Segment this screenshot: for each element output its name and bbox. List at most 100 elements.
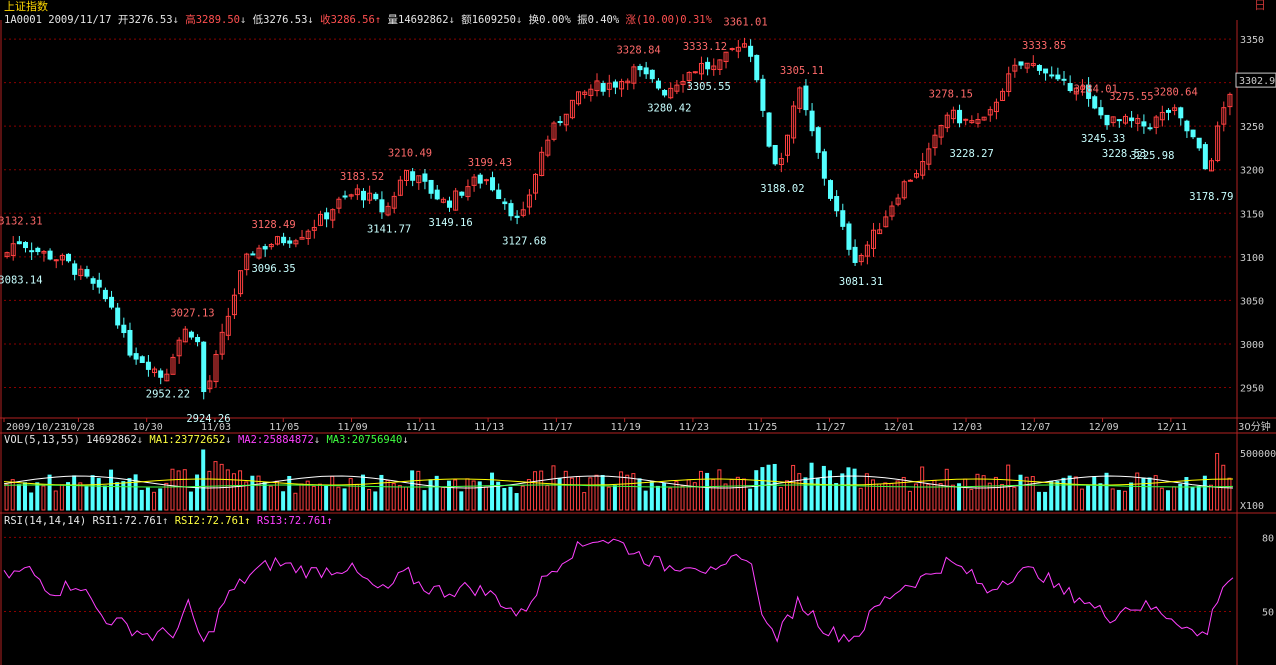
price-annotation: 3275.55 — [1109, 91, 1153, 103]
close-value: 3286.56 — [330, 14, 375, 26]
x-tick-label: 2009/10/23 — [6, 422, 66, 433]
volume-bar — [877, 483, 882, 511]
ma1-label: MA1: — [149, 434, 175, 446]
candle-body — [981, 116, 987, 121]
candle-body — [1104, 114, 1110, 126]
candle-body — [963, 118, 969, 121]
volume-bar — [766, 464, 771, 511]
candle-body — [16, 241, 22, 245]
high-label: 高 — [185, 14, 196, 26]
price-annotation: 3081.31 — [839, 276, 883, 288]
price-tick-label: 3100 — [1240, 253, 1264, 264]
volume-bar — [858, 487, 863, 511]
volume-bar — [403, 486, 408, 511]
candle-body — [1227, 93, 1233, 108]
volume-bar — [533, 471, 538, 511]
volume-bar — [655, 485, 660, 511]
candle-body — [526, 194, 532, 208]
volume-bar — [336, 486, 341, 511]
candle-body — [735, 46, 741, 52]
volume-bar — [317, 483, 322, 511]
ma2-label: MA2: — [237, 434, 264, 446]
volume-bar — [821, 465, 826, 511]
volume-bar — [139, 489, 144, 511]
candle-body — [299, 236, 305, 240]
volume-bar — [397, 485, 402, 511]
volume-bar — [1135, 472, 1140, 511]
candle-body — [889, 205, 895, 217]
price-tick-label: 3350 — [1240, 35, 1264, 46]
price-annotation: 3199.43 — [468, 157, 512, 169]
volume-bar — [324, 485, 329, 511]
candle-body — [330, 209, 336, 221]
volume-bar — [668, 487, 673, 511]
candle-body — [477, 174, 483, 184]
price-annotation: 3305.55 — [687, 81, 731, 93]
volume-bar — [1104, 472, 1109, 511]
price-annotation: 3096.35 — [251, 263, 295, 275]
volume-bar — [612, 485, 617, 511]
candle-body — [1061, 78, 1067, 81]
volume-bar — [508, 486, 513, 511]
candle-body — [471, 176, 477, 186]
candle-body — [502, 201, 508, 205]
candle-body — [403, 169, 409, 181]
volume-bar — [1153, 475, 1158, 511]
x-tick-label: 10/28 — [64, 422, 94, 433]
candle-body — [582, 91, 588, 95]
volume-bar — [1122, 490, 1127, 511]
candle-body — [158, 370, 164, 378]
candle-body — [434, 189, 440, 200]
candle-body — [1116, 119, 1122, 122]
volume-bar — [1055, 481, 1060, 511]
volume-bar — [1215, 452, 1220, 511]
volume-bar — [23, 482, 28, 511]
volume-bar — [96, 478, 101, 511]
volume-bar — [871, 479, 876, 511]
window-icon[interactable]: 日 — [1253, 0, 1266, 12]
candle-body — [109, 296, 115, 308]
candle-body — [268, 244, 274, 248]
volume-bar — [649, 480, 654, 511]
volume-ma2-line — [3, 478, 1234, 486]
volume-bar — [1190, 487, 1195, 511]
price-annotation: 3280.64 — [1154, 86, 1198, 98]
volume-bar — [975, 473, 980, 511]
volume-bar — [1184, 477, 1189, 511]
candle-body — [576, 91, 582, 105]
candle-body — [926, 148, 932, 165]
candle-body — [317, 213, 323, 226]
candle-body — [748, 45, 754, 57]
volume-bar — [35, 482, 40, 511]
volume-bar — [1036, 491, 1041, 511]
ma2-arrow: ↓ — [313, 434, 321, 446]
volume-bar — [748, 488, 753, 511]
volume-bar — [496, 481, 501, 511]
volume-bar — [545, 485, 550, 511]
volume-bar — [311, 485, 316, 511]
candle-body — [354, 188, 360, 196]
candle-body — [29, 250, 35, 253]
candle-body — [1073, 87, 1079, 95]
candle-body — [957, 109, 963, 124]
candle-body — [508, 203, 514, 217]
price-annotation: 3245.33 — [1081, 133, 1125, 145]
candle-body — [385, 205, 391, 216]
ma3-value: 20756940 — [351, 434, 403, 446]
volume-bar — [201, 449, 206, 511]
price-annotation: 3128.49 — [251, 219, 295, 231]
candle-body — [612, 81, 618, 88]
candle-body — [72, 263, 78, 275]
candle-body — [1165, 109, 1171, 113]
candle-body — [1067, 83, 1073, 92]
volume-bar — [815, 478, 820, 511]
candle-body — [250, 253, 256, 256]
volume-bar — [84, 486, 89, 511]
volume-bar — [471, 480, 476, 511]
price-annotation: 3228.27 — [950, 148, 994, 160]
price-tick-label: 3150 — [1240, 209, 1264, 220]
candle-body — [262, 246, 268, 250]
candle-body — [797, 87, 803, 109]
volume-bar — [1043, 491, 1048, 511]
